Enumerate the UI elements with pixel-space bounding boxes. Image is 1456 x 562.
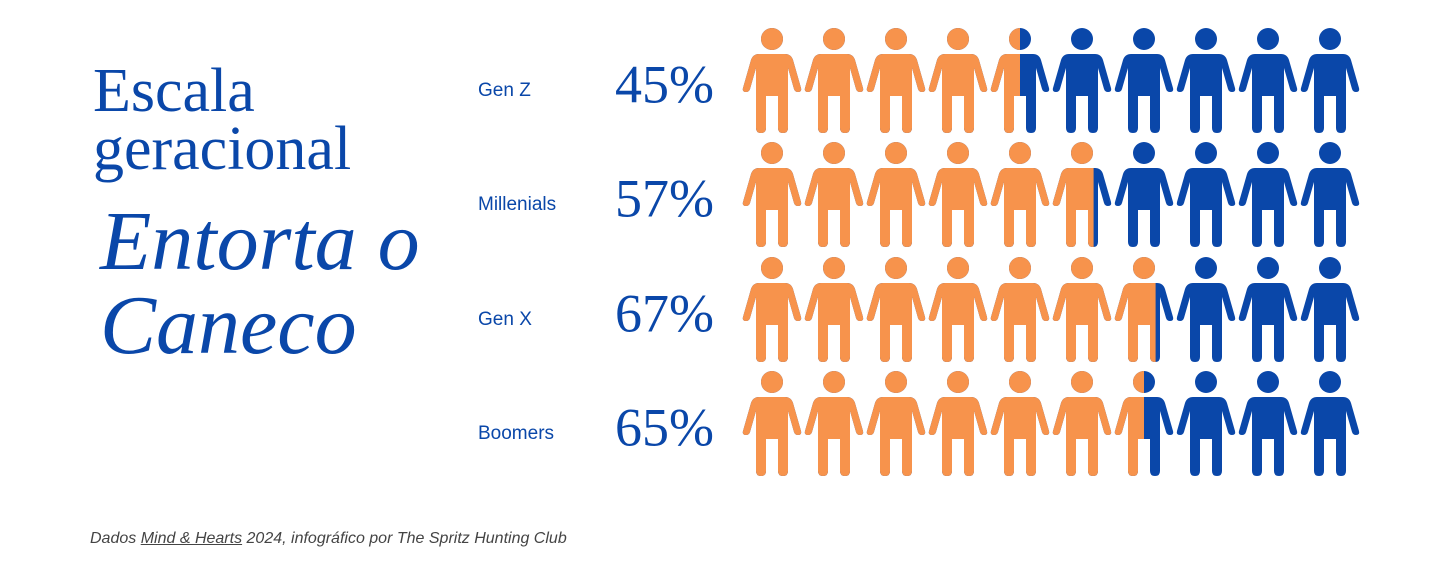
- person-icon: [1052, 28, 1112, 133]
- person-fill: [866, 28, 925, 133]
- person-icon: [1300, 371, 1360, 476]
- person-icon: [1176, 371, 1236, 476]
- value-label: 67%: [615, 283, 714, 343]
- person-icon: [1176, 28, 1236, 133]
- person-icon: [1114, 142, 1174, 247]
- person-icon: [1238, 142, 1298, 247]
- person-fill: [742, 28, 801, 133]
- person-icon: [1238, 257, 1298, 362]
- person-icon: [1300, 257, 1360, 362]
- category-label: Millenials: [478, 194, 556, 215]
- person-fill: [742, 142, 801, 247]
- person-fill: [1052, 257, 1111, 362]
- person-fill: [804, 371, 863, 476]
- person-fill: [804, 257, 863, 362]
- person-fill: [928, 257, 987, 362]
- person-fill: [866, 257, 925, 362]
- source-link[interactable]: Mind & Hearts: [140, 530, 243, 547]
- category-label: Boomers: [478, 423, 554, 444]
- person-fill: [742, 371, 801, 476]
- person-fill: [804, 28, 863, 133]
- person-icon: [1176, 257, 1236, 362]
- person-fill: [1114, 371, 1144, 476]
- person-fill: [1052, 371, 1111, 476]
- person-fill: [928, 371, 987, 476]
- person-fill: [866, 371, 925, 476]
- footnote: Dados Mind & Hearts 2024, infográfico po…: [90, 530, 567, 548]
- person-icon: [1114, 28, 1174, 133]
- category-label: Gen X: [478, 309, 532, 330]
- person-fill: [742, 257, 801, 362]
- person-fill: [990, 28, 1020, 133]
- person-icon: [1300, 142, 1360, 247]
- footnote-suffix: 2024, infográfico por The Spritz Hunting…: [246, 530, 567, 547]
- value-label: 57%: [615, 168, 714, 228]
- subtitle: Entorta o Caneco: [100, 195, 420, 372]
- person-fill: [1114, 257, 1156, 362]
- person-fill: [928, 142, 987, 247]
- person-fill: [990, 257, 1049, 362]
- person-icon: [1176, 142, 1236, 247]
- category-label: Gen Z: [478, 80, 531, 101]
- person-fill: [928, 28, 987, 133]
- person-fill: [804, 142, 863, 247]
- person-icon: [1238, 371, 1298, 476]
- value-label: 65%: [615, 397, 714, 457]
- person-icon: [1238, 28, 1298, 133]
- value-label: 45%: [615, 54, 714, 114]
- footnote-prefix: Dados: [90, 530, 137, 547]
- title: Escala geracional: [93, 57, 352, 183]
- person-fill: [990, 371, 1049, 476]
- person-fill: [990, 142, 1049, 247]
- person-fill: [1052, 142, 1094, 247]
- person-fill: [866, 142, 925, 247]
- person-icon: [1300, 28, 1360, 133]
